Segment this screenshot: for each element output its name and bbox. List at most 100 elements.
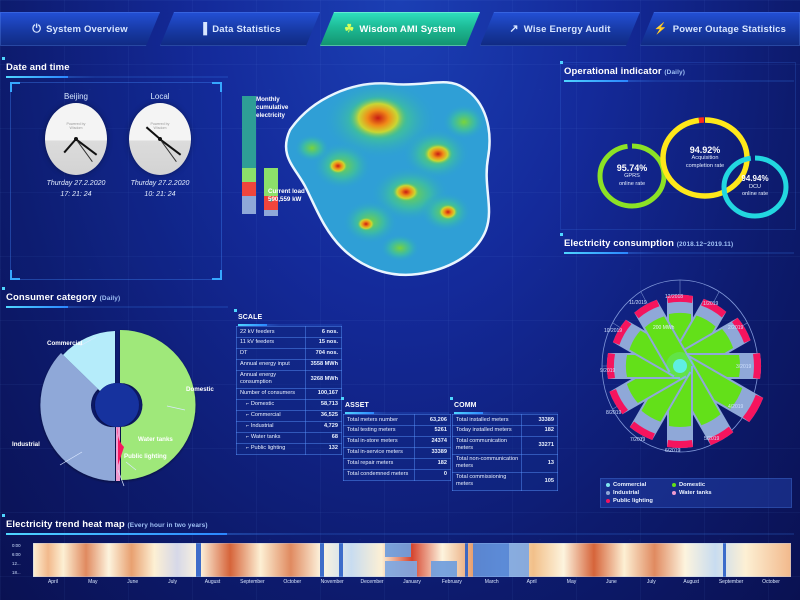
table-row[interactable]: Total in-service meters 33389 [343, 446, 452, 459]
table-row[interactable]: ⌐ Industrial 4,729 [235, 420, 342, 433]
title-text: Electricity trend heat map [6, 519, 125, 530]
pie-label-water-tanks: Water tanks [138, 436, 173, 443]
comm-table: Total installed meters 33389 Today instal… [451, 414, 558, 491]
x-tick: June [605, 579, 617, 585]
x-tick: July [646, 579, 656, 585]
polar-month-label-12-2018: 12/2018 [665, 294, 684, 300]
row-value: 0 [413, 468, 452, 481]
table-row[interactable]: Total condemned meters 0 [343, 468, 452, 481]
polar-month-label-8-2019: 8/2019 [606, 410, 622, 416]
table-row[interactable]: Today installed meters 182 [451, 424, 558, 437]
bar-current-load[interactable] [264, 168, 278, 216]
table-row[interactable]: Total communication meters 33271 [451, 435, 558, 455]
scale-header: SCALE [234, 309, 342, 326]
row-value: 3268 MWh [305, 369, 342, 389]
comm-table-container[interactable]: Total installed meters 33389 Today instal… [451, 414, 558, 491]
row-value: 100,167 [305, 387, 342, 400]
nav-item-system-overview[interactable]: ⏻ System Overview [0, 12, 160, 46]
donut-hole [95, 383, 139, 427]
table-row[interactable]: Total installed meters 33389 [451, 414, 558, 426]
x-tick: May [566, 579, 577, 585]
geographic-heat-map[interactable] [250, 62, 570, 302]
donut-slice-water-tanks[interactable] [117, 427, 124, 465]
row-label: ⌐ Domestic [235, 398, 307, 411]
scale-table-container[interactable]: 22 kV feeders 6 nos. 11 kV feeders 15 nos.… [235, 326, 342, 455]
power-icon: ⏻ [32, 22, 42, 35]
nav-label: Wisdom AMI System [359, 23, 456, 35]
table-row[interactable]: Number of consumers 100,167 [235, 387, 342, 400]
pie-label-domestic: Domestic [186, 386, 214, 393]
electricity-consumption-legend[interactable]: Commercial Domestic Industrial Water tan… [600, 478, 792, 508]
row-label: Total communication meters [451, 435, 523, 455]
table-row[interactable]: Total meters number 63,206 [343, 414, 452, 426]
gauge-gprs-online-rate[interactable] [596, 140, 668, 212]
gauge-arc [721, 155, 789, 219]
scale-table-body: 22 kV feeders 6 nos. 11 kV feeders 15 nos.… [235, 326, 342, 455]
nav-item-wise-energy-audit[interactable]: ↗ Wise Energy Audit [480, 12, 640, 46]
row-label: Annual energy input [235, 358, 307, 371]
asset-table-container[interactable]: Total meters number 63,206 Total testing … [343, 414, 452, 481]
monthly-electricity-bar-chart[interactable] [240, 96, 290, 226]
gauge-acquisition-text: 94.92% Acquisition completion rate [660, 110, 750, 206]
nav-label: Wise Energy Audit [523, 23, 611, 35]
table-row[interactable]: Total repair meters 182 [343, 457, 452, 470]
section-rule [6, 533, 794, 535]
table-row[interactable]: ⌐ Commercial 36,525 [235, 409, 342, 422]
consumer-category-donut-chart[interactable] [0, 310, 230, 510]
table-row[interactable]: DT 704 nos. [235, 347, 342, 360]
polar-month-label-11-2019: 11/2019 [629, 300, 647, 306]
table-row[interactable]: Annual energy consumption 3268 MWh [235, 369, 342, 389]
scale-table: 22 kV feeders 6 nos. 11 kV feeders 15 nos.… [235, 326, 342, 455]
row-value: 704 nos. [305, 347, 342, 360]
bar-monthly-cumulative[interactable] [242, 96, 256, 214]
donut-slice-industrial[interactable] [40, 353, 115, 481]
legend-item-industrial[interactable]: Industrial [606, 490, 662, 496]
gauge-caption: Acquisition completion rate [685, 155, 725, 169]
legend-item-domestic[interactable]: Domestic [672, 482, 728, 488]
analog-clock-face: Powered by Wisdom [129, 103, 191, 175]
polar-petals[interactable] [606, 294, 764, 449]
row-label: ⌐ Industrial [235, 420, 307, 433]
asset-table: Total meters number 63,206 Total testing … [343, 414, 452, 481]
table-row[interactable]: Total testing meters 5261 [343, 424, 452, 437]
donut-slice-commercial[interactable] [63, 331, 115, 391]
legend-item-commercial[interactable]: Commercial [606, 482, 662, 488]
legend-item-public-lighting[interactable]: Public lighting [606, 498, 676, 504]
corner-marker [212, 270, 222, 280]
table-row[interactable]: 11 kV feeders 15 nos. [235, 336, 342, 349]
row-label: ⌐ Commercial [235, 409, 307, 422]
nav-label: Data Statistics [212, 23, 281, 35]
nav-item-data-statistics[interactable]: ▐ Data Statistics [160, 12, 320, 46]
nav-item-wisdom-ami-system[interactable]: ☘ Wisdom AMI System [320, 12, 480, 46]
clock-date: Thurday 27.2.2020 [130, 180, 190, 187]
table-row[interactable]: 22 kV feeders 6 nos. [235, 326, 342, 338]
table-row[interactable]: Total in-store meters 24374 [343, 435, 452, 448]
row-label: Total commissioning meters [451, 471, 523, 491]
table-row[interactable]: Total commissioning meters 105 [451, 471, 558, 491]
row-value: 182 [521, 424, 558, 437]
polar-radial-axis-label: 200 MWh [653, 325, 675, 331]
clock-pivot [74, 137, 78, 141]
table-row[interactable]: Total non-communication meters 13 [451, 453, 558, 473]
row-label: Total condemned meters [343, 468, 415, 481]
heatmap-y-axis: 0:00 6:00 12... 18... [12, 543, 32, 575]
table-row[interactable]: ⌐ Public lighting 132 [235, 442, 342, 455]
legend-item-water-tanks[interactable]: Water tanks [672, 490, 728, 496]
gauge-dcu-online-rate[interactable] [720, 152, 790, 222]
electricity-trend-heatmap[interactable] [33, 543, 791, 577]
table-row[interactable]: Annual energy input 3558 MWh [235, 358, 342, 371]
table-row[interactable]: ⌐ Water tanks 68 [235, 431, 342, 444]
main-navigation[interactable]: ⏻ System Overview ▐ Data Statistics ☘ Wi… [0, 12, 800, 46]
donut-slice-domestic[interactable] [120, 329, 196, 480]
x-tick: October [762, 579, 780, 585]
electricity-consumption-title: Electricity consumption (2018.12~2019.11… [564, 238, 794, 249]
nav-item-power-outage-statistics[interactable]: ⚡ Power Outage Statistics [640, 12, 800, 46]
gauge-caption: GPRS online rate [618, 173, 646, 187]
polar-petal-11-2019[interactable] [634, 299, 692, 373]
x-tick: July [168, 579, 178, 585]
row-label: Total repair meters [343, 457, 415, 470]
corner-marker [212, 82, 222, 92]
electricity-consumption-polar-chart[interactable] [560, 258, 800, 478]
table-row[interactable]: ⌐ Domestic 58,713 [235, 398, 342, 411]
gauge-caption: DCU online rate [741, 183, 769, 198]
